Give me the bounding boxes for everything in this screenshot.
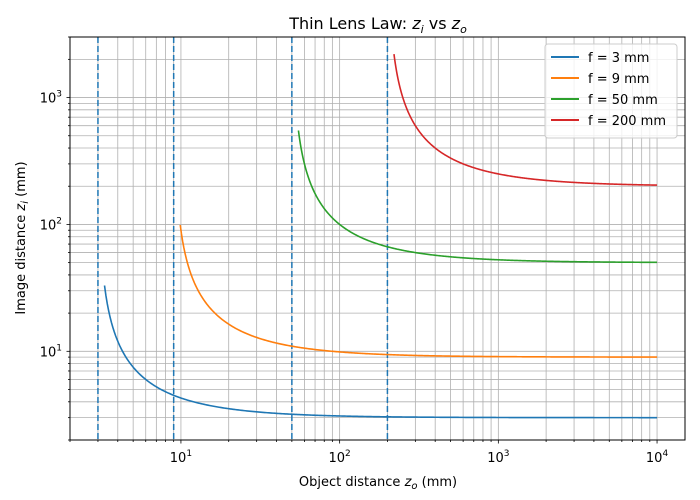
y-axis-label: Image distance zi (mm) [14,161,31,314]
axis-ticks: 101 102 103 104 101 102 103 [40,36,669,466]
series-line [103,285,658,419]
legend-label: f = 50 mm [588,93,658,108]
series-line [179,224,658,358]
legend-label: f = 200 mm [588,114,666,129]
series-line [297,130,658,264]
series-line [393,53,658,186]
chart-title: Thin Lens Law: zi vs zo [288,14,467,36]
legend: f = 3 mm f = 9 mm f = 50 mm f = 200 mm [544,43,678,139]
plot-area-frame [69,36,686,441]
y-tick-label: 101 [40,343,62,360]
legend-label: f = 9 mm [588,72,649,87]
y-tick-label: 102 [40,216,62,233]
x-tick-label: 103 [487,449,509,466]
x-axis-label: Object distance zo (mm) [299,475,457,492]
x-tick-label: 104 [646,449,669,466]
legend-box [544,43,678,139]
focal-reference-lines [97,37,389,440]
y-tick-label: 103 [40,90,62,107]
x-tick-label: 101 [170,449,192,466]
x-tick-label: 102 [328,449,350,466]
series-lines [103,53,658,419]
legend-label: f = 3 mm [588,51,649,66]
